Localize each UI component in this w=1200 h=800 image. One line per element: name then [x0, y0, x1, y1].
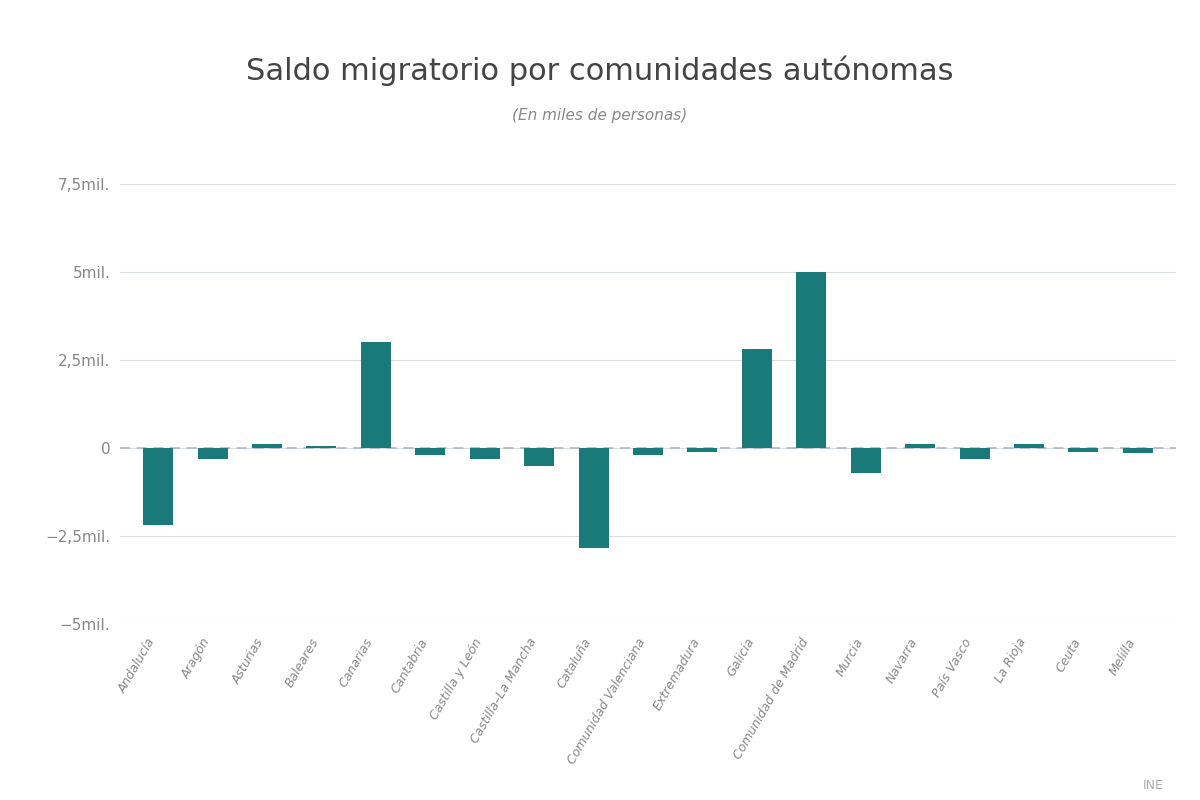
Bar — [1014, 445, 1044, 448]
Bar — [143, 448, 173, 526]
Bar — [905, 445, 935, 448]
Bar — [252, 444, 282, 448]
Bar — [634, 448, 662, 455]
Bar — [578, 448, 608, 548]
Text: (En miles de personas): (En miles de personas) — [512, 108, 688, 123]
Bar — [742, 350, 772, 448]
Bar — [960, 448, 990, 458]
Bar — [198, 448, 228, 458]
Bar — [415, 448, 445, 455]
Bar — [1123, 448, 1153, 454]
Bar — [851, 448, 881, 473]
Bar — [524, 448, 554, 466]
Text: INE: INE — [1144, 779, 1164, 792]
Bar — [797, 272, 827, 448]
Bar — [1068, 448, 1098, 451]
Bar — [688, 448, 718, 451]
Bar — [469, 448, 499, 458]
Text: Saldo migratorio por comunidades autónomas: Saldo migratorio por comunidades autónom… — [246, 56, 954, 86]
Bar — [306, 446, 336, 448]
Bar — [361, 342, 391, 448]
